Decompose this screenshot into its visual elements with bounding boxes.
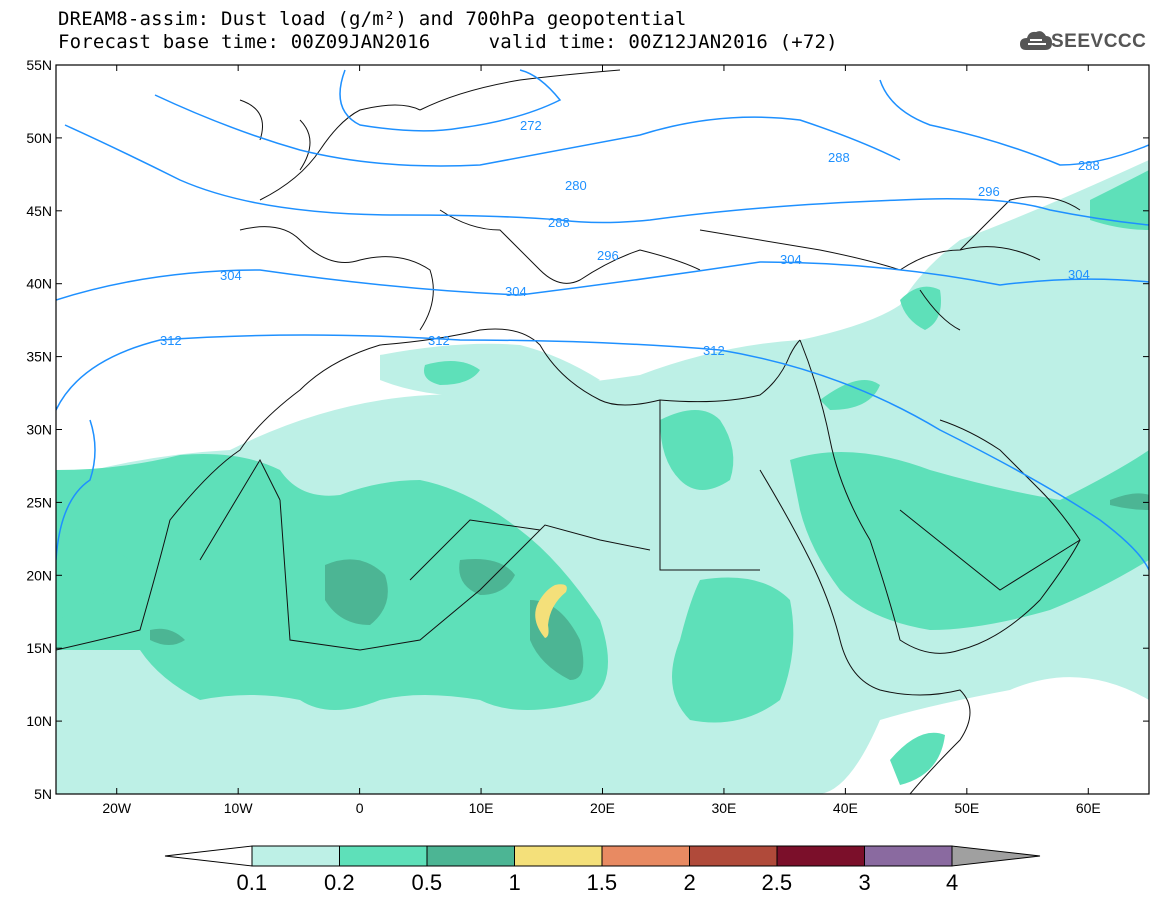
lat-tick-label: 20N	[26, 567, 52, 583]
colorbar-swatch	[426, 845, 515, 867]
contour-label: 288	[828, 150, 850, 165]
contour-label: 304	[1068, 267, 1090, 282]
logo-text: SEEVCCC	[1051, 31, 1147, 52]
cloud-icon	[1020, 31, 1052, 50]
colorbar-arrow-right	[951, 845, 1041, 867]
lat-tick-label: 35N	[26, 349, 52, 365]
colorbar-label: 3	[858, 870, 871, 895]
lat-tick-label: 45N	[26, 203, 52, 219]
contour-labels: 272 280 288 288 288 296 296 304 304 304 …	[160, 118, 1100, 358]
lon-tick-label: 30E	[711, 800, 736, 816]
lat-tick-label: 40N	[26, 276, 52, 292]
colorbar-arrow-left	[164, 845, 253, 867]
colorbar-swatch	[339, 845, 428, 867]
lon-tick-label: 60E	[1076, 800, 1101, 816]
lat-tick-label: 5N	[34, 786, 52, 802]
lon-tick-label: 0	[356, 800, 364, 816]
lon-tick-label: 40E	[833, 800, 858, 816]
colorbar-swatch	[514, 845, 603, 867]
forecast-time-line: Forecast base time: 00Z09JAN2016 valid t…	[58, 31, 838, 53]
lat-tick-label: 10N	[26, 713, 52, 729]
contour-label: 288	[548, 215, 570, 230]
lat-tick-label: 25N	[26, 494, 52, 510]
contour-label: 312	[160, 333, 182, 348]
lat-tick-label: 30N	[26, 422, 52, 438]
colorbar	[164, 845, 1041, 867]
contour-label: 312	[428, 333, 450, 348]
colorbar-label: 2.5	[761, 870, 793, 895]
colorbar-swatch	[601, 845, 690, 867]
base-time: Forecast base time: 00Z09JAN2016	[58, 31, 431, 53]
lon-tick-label: 10E	[469, 800, 494, 816]
colorbar-label: 1	[508, 870, 521, 895]
contour-label: 296	[978, 184, 1000, 199]
coastlines	[56, 69, 1081, 794]
lon-tick-label: 20W	[102, 800, 132, 816]
colorbar-swatch	[251, 845, 340, 867]
lon-tick-label: 50E	[954, 800, 979, 816]
contour-label: 280	[565, 178, 587, 193]
valid-time: valid time: 00Z12JAN2016 (+72)	[488, 31, 838, 53]
geopotential-contours	[56, 69, 1149, 571]
contour-label: 296	[597, 248, 619, 263]
contour-label: 304	[505, 284, 527, 299]
lon-tick-label: 20E	[590, 800, 615, 816]
colorbar-swatch	[689, 845, 778, 867]
contour-label: 312	[703, 343, 725, 358]
map-title: DREAM8-assim: Dust load (g/m²) and 700hP…	[58, 8, 687, 30]
colorbar-label: 4	[946, 870, 959, 895]
colorbar-swatch	[776, 845, 865, 867]
colorbar-label: 0.1	[236, 870, 268, 895]
lat-tick-label: 15N	[26, 640, 52, 656]
lon-tick-label: 10W	[224, 800, 254, 816]
contour-label: 304	[780, 252, 802, 267]
colorbar-label: 2	[683, 870, 696, 895]
lat-tick-label: 55N	[26, 57, 52, 73]
colorbar-label: 0.5	[411, 870, 443, 895]
contour-label: 272	[520, 118, 542, 133]
dust-field-peak	[535, 584, 567, 638]
colorbar-label: 1.5	[586, 870, 618, 895]
contour-label: 288	[1078, 158, 1100, 173]
colorbar-label: 0.2	[324, 870, 355, 895]
lat-tick-label: 50N	[26, 130, 52, 146]
contour-label: 304	[220, 268, 242, 283]
colorbar-swatch	[864, 845, 953, 867]
